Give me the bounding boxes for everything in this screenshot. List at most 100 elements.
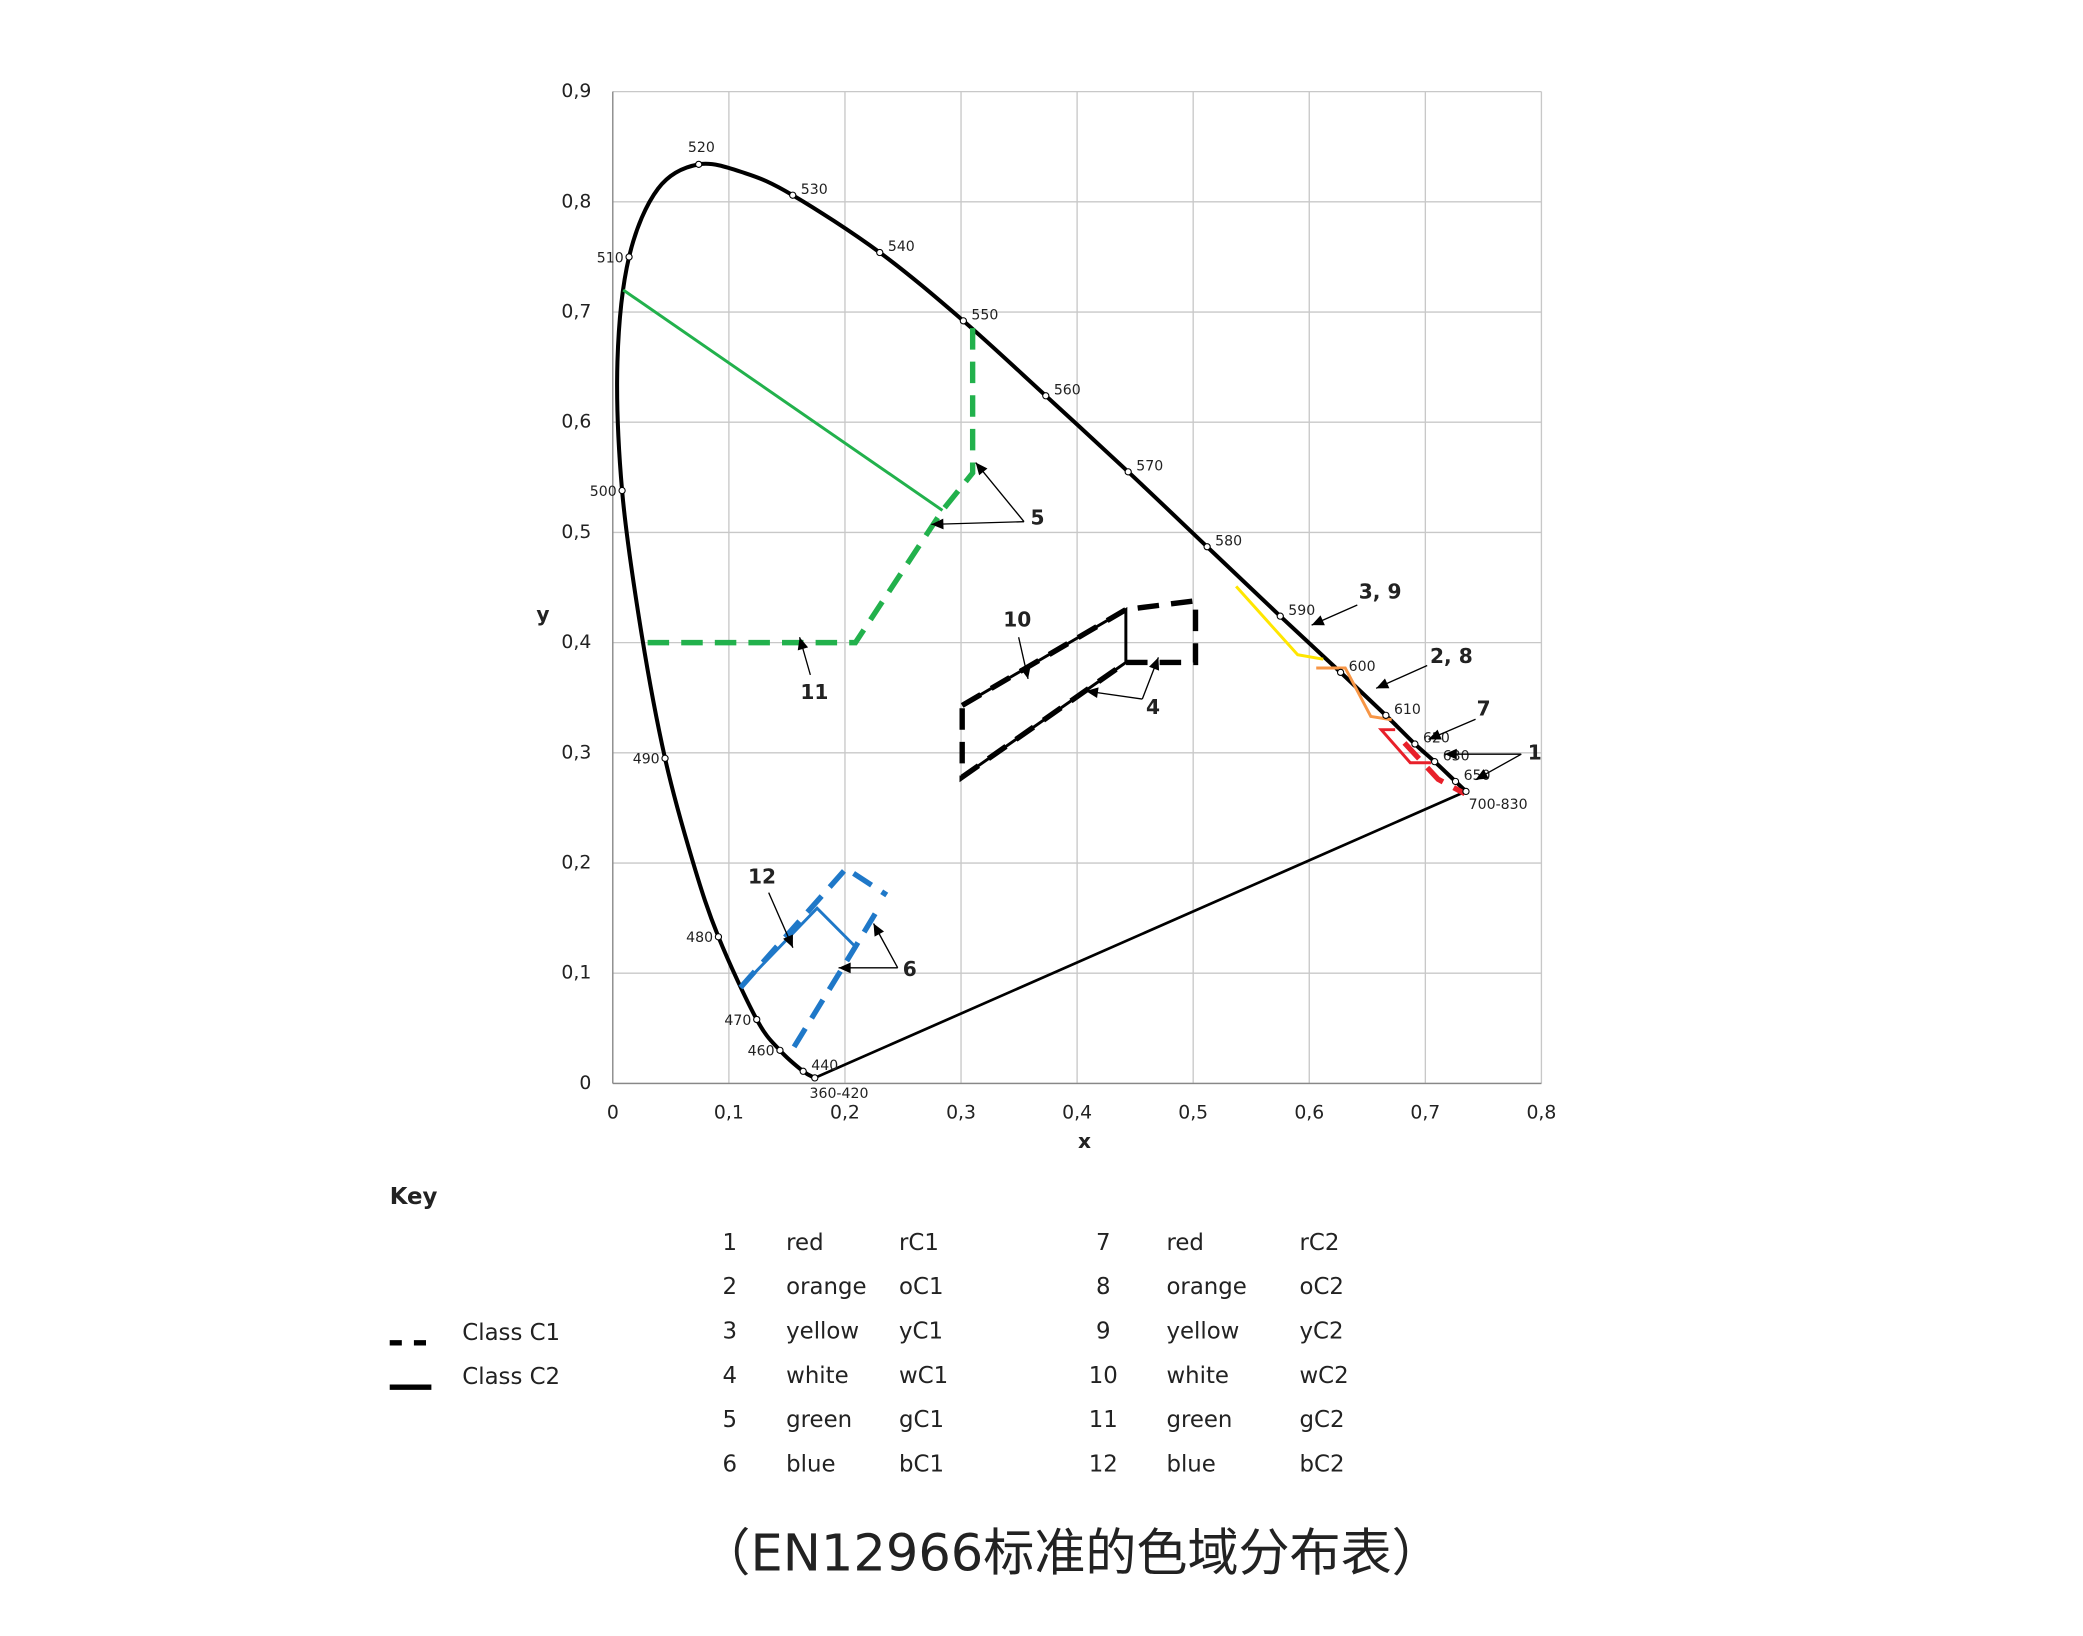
wavelength-point bbox=[714, 933, 723, 941]
y-tick-label: 0,4 bbox=[561, 632, 591, 653]
wavelength-point bbox=[1431, 758, 1439, 766]
arrow-head bbox=[1311, 615, 1325, 626]
arrow-head bbox=[838, 962, 851, 974]
arrow-head bbox=[1085, 687, 1099, 699]
purple-line bbox=[814, 790, 1467, 1080]
wavelength-label: 520 bbox=[688, 140, 715, 156]
wavelength-point bbox=[876, 248, 884, 257]
y-tick-label: 0,1 bbox=[561, 963, 591, 984]
annotation-arrow bbox=[931, 521, 1025, 526]
key-cell: yellow bbox=[1166, 1319, 1239, 1345]
wavelength-point bbox=[1382, 711, 1390, 719]
y-tick-label: 0,7 bbox=[561, 302, 591, 323]
wavelength-label: 490 bbox=[633, 752, 660, 768]
wavelength-label: 570 bbox=[1136, 458, 1163, 474]
key-cell: gC1 bbox=[899, 1407, 944, 1433]
y-tick-label: 0,3 bbox=[561, 742, 591, 763]
key-cell: orange bbox=[786, 1274, 866, 1300]
wavelength-point bbox=[1276, 612, 1284, 620]
key-cell: bC2 bbox=[1300, 1452, 1345, 1478]
arrow-head bbox=[873, 923, 885, 937]
wavelength-label: 610 bbox=[1394, 702, 1421, 718]
key-title: Key bbox=[390, 1184, 438, 1210]
y-tick-label: 0,6 bbox=[561, 412, 591, 433]
key-cell: orange bbox=[1166, 1274, 1246, 1300]
wavelength-label: 700-830 bbox=[1469, 797, 1528, 813]
y-tick-label: 0,9 bbox=[561, 81, 591, 102]
wavelength-label: 470 bbox=[724, 1013, 751, 1029]
key-cell: 12 bbox=[1089, 1452, 1118, 1478]
key-cell: oC2 bbox=[1300, 1274, 1344, 1300]
gamut-region bbox=[1316, 666, 1392, 722]
key-cell: yellow bbox=[786, 1319, 859, 1345]
gamut-region bbox=[1377, 728, 1432, 765]
y-tick-label: 0 bbox=[579, 1073, 591, 1094]
gamut-region bbox=[959, 597, 1199, 783]
wavelength-label: 560 bbox=[1054, 382, 1081, 398]
legend-label: Class C2 bbox=[462, 1364, 560, 1390]
wavelength-label: 460 bbox=[748, 1044, 775, 1060]
key-cell: 7 bbox=[1096, 1230, 1111, 1256]
x-axis-label: x bbox=[1078, 1129, 1091, 1153]
wavelength-point bbox=[811, 1074, 819, 1082]
annotation: 4 bbox=[1146, 695, 1160, 719]
arrow-head bbox=[1428, 729, 1442, 740]
key-cell: gC2 bbox=[1300, 1407, 1345, 1433]
annotation: 10 bbox=[1003, 608, 1031, 632]
wavelength-label: 600 bbox=[1349, 659, 1376, 675]
spectral-locus bbox=[615, 161, 1468, 1080]
y-tick-label: 0,2 bbox=[561, 853, 591, 874]
key-cell: 1 bbox=[722, 1230, 737, 1256]
arrow-head bbox=[1475, 769, 1489, 780]
x-tick-label: 0 bbox=[607, 1102, 619, 1123]
x-tick-label: 0,6 bbox=[1294, 1102, 1324, 1123]
wavelength-point bbox=[1336, 668, 1345, 677]
wavelength-label: 580 bbox=[1215, 533, 1242, 549]
annotation: 3, 9 bbox=[1359, 579, 1402, 603]
key-cell: white bbox=[786, 1363, 848, 1389]
gamut-region bbox=[739, 906, 857, 989]
annotation: 7 bbox=[1477, 696, 1491, 720]
wavelength-point bbox=[799, 1067, 807, 1075]
arrow-head bbox=[931, 518, 944, 530]
annotation: 6 bbox=[903, 957, 917, 981]
caption: （EN12966标准的色域分布表） bbox=[699, 1524, 1442, 1583]
wavelength-label: 480 bbox=[686, 930, 713, 946]
arrow-head bbox=[975, 462, 988, 476]
gamut-region bbox=[1402, 741, 1467, 796]
arrow-head bbox=[797, 637, 809, 651]
key-cell: blue bbox=[1166, 1452, 1215, 1478]
annotation: 5 bbox=[1030, 505, 1044, 529]
y-tick-label: 0,8 bbox=[561, 191, 591, 212]
key-cell: green bbox=[1166, 1407, 1232, 1433]
key-cell: red bbox=[1166, 1230, 1203, 1256]
wavelength-point bbox=[776, 1046, 784, 1054]
gamut-region bbox=[961, 606, 1128, 779]
wavelength-label: 530 bbox=[801, 182, 828, 198]
wavelength-label: 540 bbox=[888, 239, 915, 255]
wavelength-label: 510 bbox=[597, 250, 624, 266]
x-tick-label: 0,3 bbox=[946, 1102, 976, 1123]
key-cell: 3 bbox=[722, 1319, 737, 1345]
key-cell: wC1 bbox=[899, 1363, 948, 1389]
gamut-region bbox=[1235, 585, 1324, 661]
key-cell: yC2 bbox=[1300, 1319, 1344, 1345]
wavelength-point bbox=[661, 754, 669, 762]
x-tick-label: 0,2 bbox=[830, 1102, 860, 1123]
wavelength-label: 590 bbox=[1288, 603, 1315, 619]
wavelength-label: 500 bbox=[590, 484, 617, 500]
wavelength-point bbox=[1203, 543, 1211, 551]
arrow-head bbox=[1376, 678, 1390, 689]
key-cell: white bbox=[1166, 1363, 1228, 1389]
key-cell: 8 bbox=[1096, 1274, 1111, 1300]
wavelength-point bbox=[1462, 787, 1470, 796]
key-cell: oC1 bbox=[899, 1274, 943, 1300]
annotation: 1 bbox=[1528, 741, 1542, 765]
annotation-arrow bbox=[975, 462, 1025, 523]
key-cell: 2 bbox=[722, 1274, 737, 1300]
key-cell: 6 bbox=[722, 1452, 737, 1478]
key-cell: red bbox=[786, 1230, 823, 1256]
wavelength-point bbox=[959, 317, 967, 325]
